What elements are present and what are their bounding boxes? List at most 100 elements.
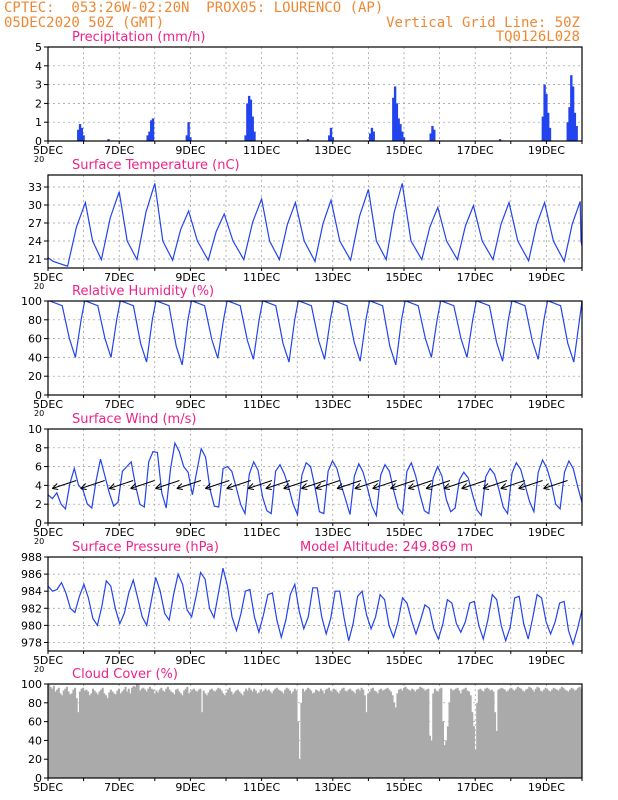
wind-xtick-label: 13DEC [314,526,351,539]
cloud-bar [279,690,282,778]
temp-xtick-label: 9DEC [175,271,205,284]
wind-arrow-head [315,483,322,491]
cloud-panel [44,683,583,781]
cloud-bar [407,689,410,778]
wind-arrow [155,480,180,489]
cloud-bar [93,690,96,778]
precip-bar [185,135,189,141]
cloud-bar [573,690,576,778]
cloud-bar [511,689,515,778]
wind-arrow [52,480,77,489]
precip-xtick-label: 15DEC [385,144,422,157]
cloud-bar [184,688,187,778]
cloud-bar [292,691,295,778]
cloud-bar [417,688,420,778]
cloud-bar [503,689,506,778]
temp-ytick-label: 24 [28,235,42,248]
cloud-bar [406,688,409,778]
precip-xtick-label: 19DEC [528,144,565,157]
cloud-bar [484,688,487,778]
wind-arrow-head [176,483,183,491]
cloud-bar [544,687,547,778]
cloud-bar [477,689,480,778]
precip-bar [575,125,578,141]
cloud-bar [399,688,402,778]
cloud-bar [350,690,353,778]
cloud-bar [249,689,252,778]
cloud-bar [453,689,456,778]
cloud-bar [285,687,288,778]
cloud-bar [204,693,207,778]
cloud-bar [155,690,158,778]
wind-arrow-head [461,483,468,491]
wind-arrow [408,480,433,489]
cloud-bar [521,690,524,778]
cloud-bar [371,687,375,778]
cloud-bar [422,688,425,778]
cloud-bar [354,693,357,778]
cloud-bar [142,687,145,778]
cloud-bar [391,695,394,778]
cloud-bar [357,688,360,778]
precip-bar [253,131,256,141]
cloud-bar [202,690,205,778]
cloud-bar [170,691,173,778]
cloud-bar [507,690,510,778]
cloud-bar [440,687,443,778]
cloud-bar [74,687,77,778]
temp-ytick-label: 27 [28,217,42,230]
rh-line [49,300,583,366]
cloud-bar [471,712,474,778]
cloud-bar [432,693,435,778]
cloud-bar [492,691,495,778]
cloud-bar [173,694,176,778]
cloud-bar [306,687,309,778]
cloud-bar [311,693,314,778]
wind-arrow [543,480,568,489]
precip-bar [80,127,84,141]
cloud-bar [398,689,401,778]
cloud-bar [248,687,251,778]
cloud-bar [132,685,135,778]
cloud-bar [96,694,99,778]
wind-arrow [372,480,397,489]
wind-arrow [283,480,308,489]
cloud-bar [88,695,91,778]
precip-bar [306,139,310,141]
cloud-bar [542,689,545,778]
cloud-bar [181,695,184,778]
precip-bar [401,131,404,141]
cloud-bar [464,687,467,778]
cloud-bar [266,690,269,778]
cloud-bar [472,726,475,778]
cloud-bar [323,693,326,778]
header-grid-note: Vertical Grid Line: 50Z [386,15,580,31]
cloud-bar [119,693,122,778]
cloud-bar [222,693,225,778]
precip-bar [548,127,552,141]
temp-ytick-label: 21 [28,253,42,266]
precip-bar [397,118,400,141]
cloud-bar [481,690,484,778]
cloud-bar [62,690,65,778]
precip-bar [78,124,82,141]
wind-ytick-label: 10 [28,423,42,436]
wind-arrow [226,480,251,489]
cloud-bar [140,688,143,778]
cloud-bar [269,691,272,778]
precip-xtick-label: 9DEC [175,144,205,157]
cloud-bar [375,691,378,778]
cloud-bar [90,693,93,778]
rh-ytick-label: 60 [28,333,42,346]
cloud-bar [98,691,101,778]
wind-arrow-head [247,483,255,491]
cloud-bar [515,688,518,778]
cloud-bar [565,690,568,778]
cloud-bar [396,693,399,778]
cloud-bar [56,689,59,778]
cloud-bar [386,687,389,778]
cloud-bar [461,689,464,778]
cloud-bar [572,688,575,778]
cloud-bar [455,688,458,778]
wind-ytick-label: 2 [35,498,42,511]
